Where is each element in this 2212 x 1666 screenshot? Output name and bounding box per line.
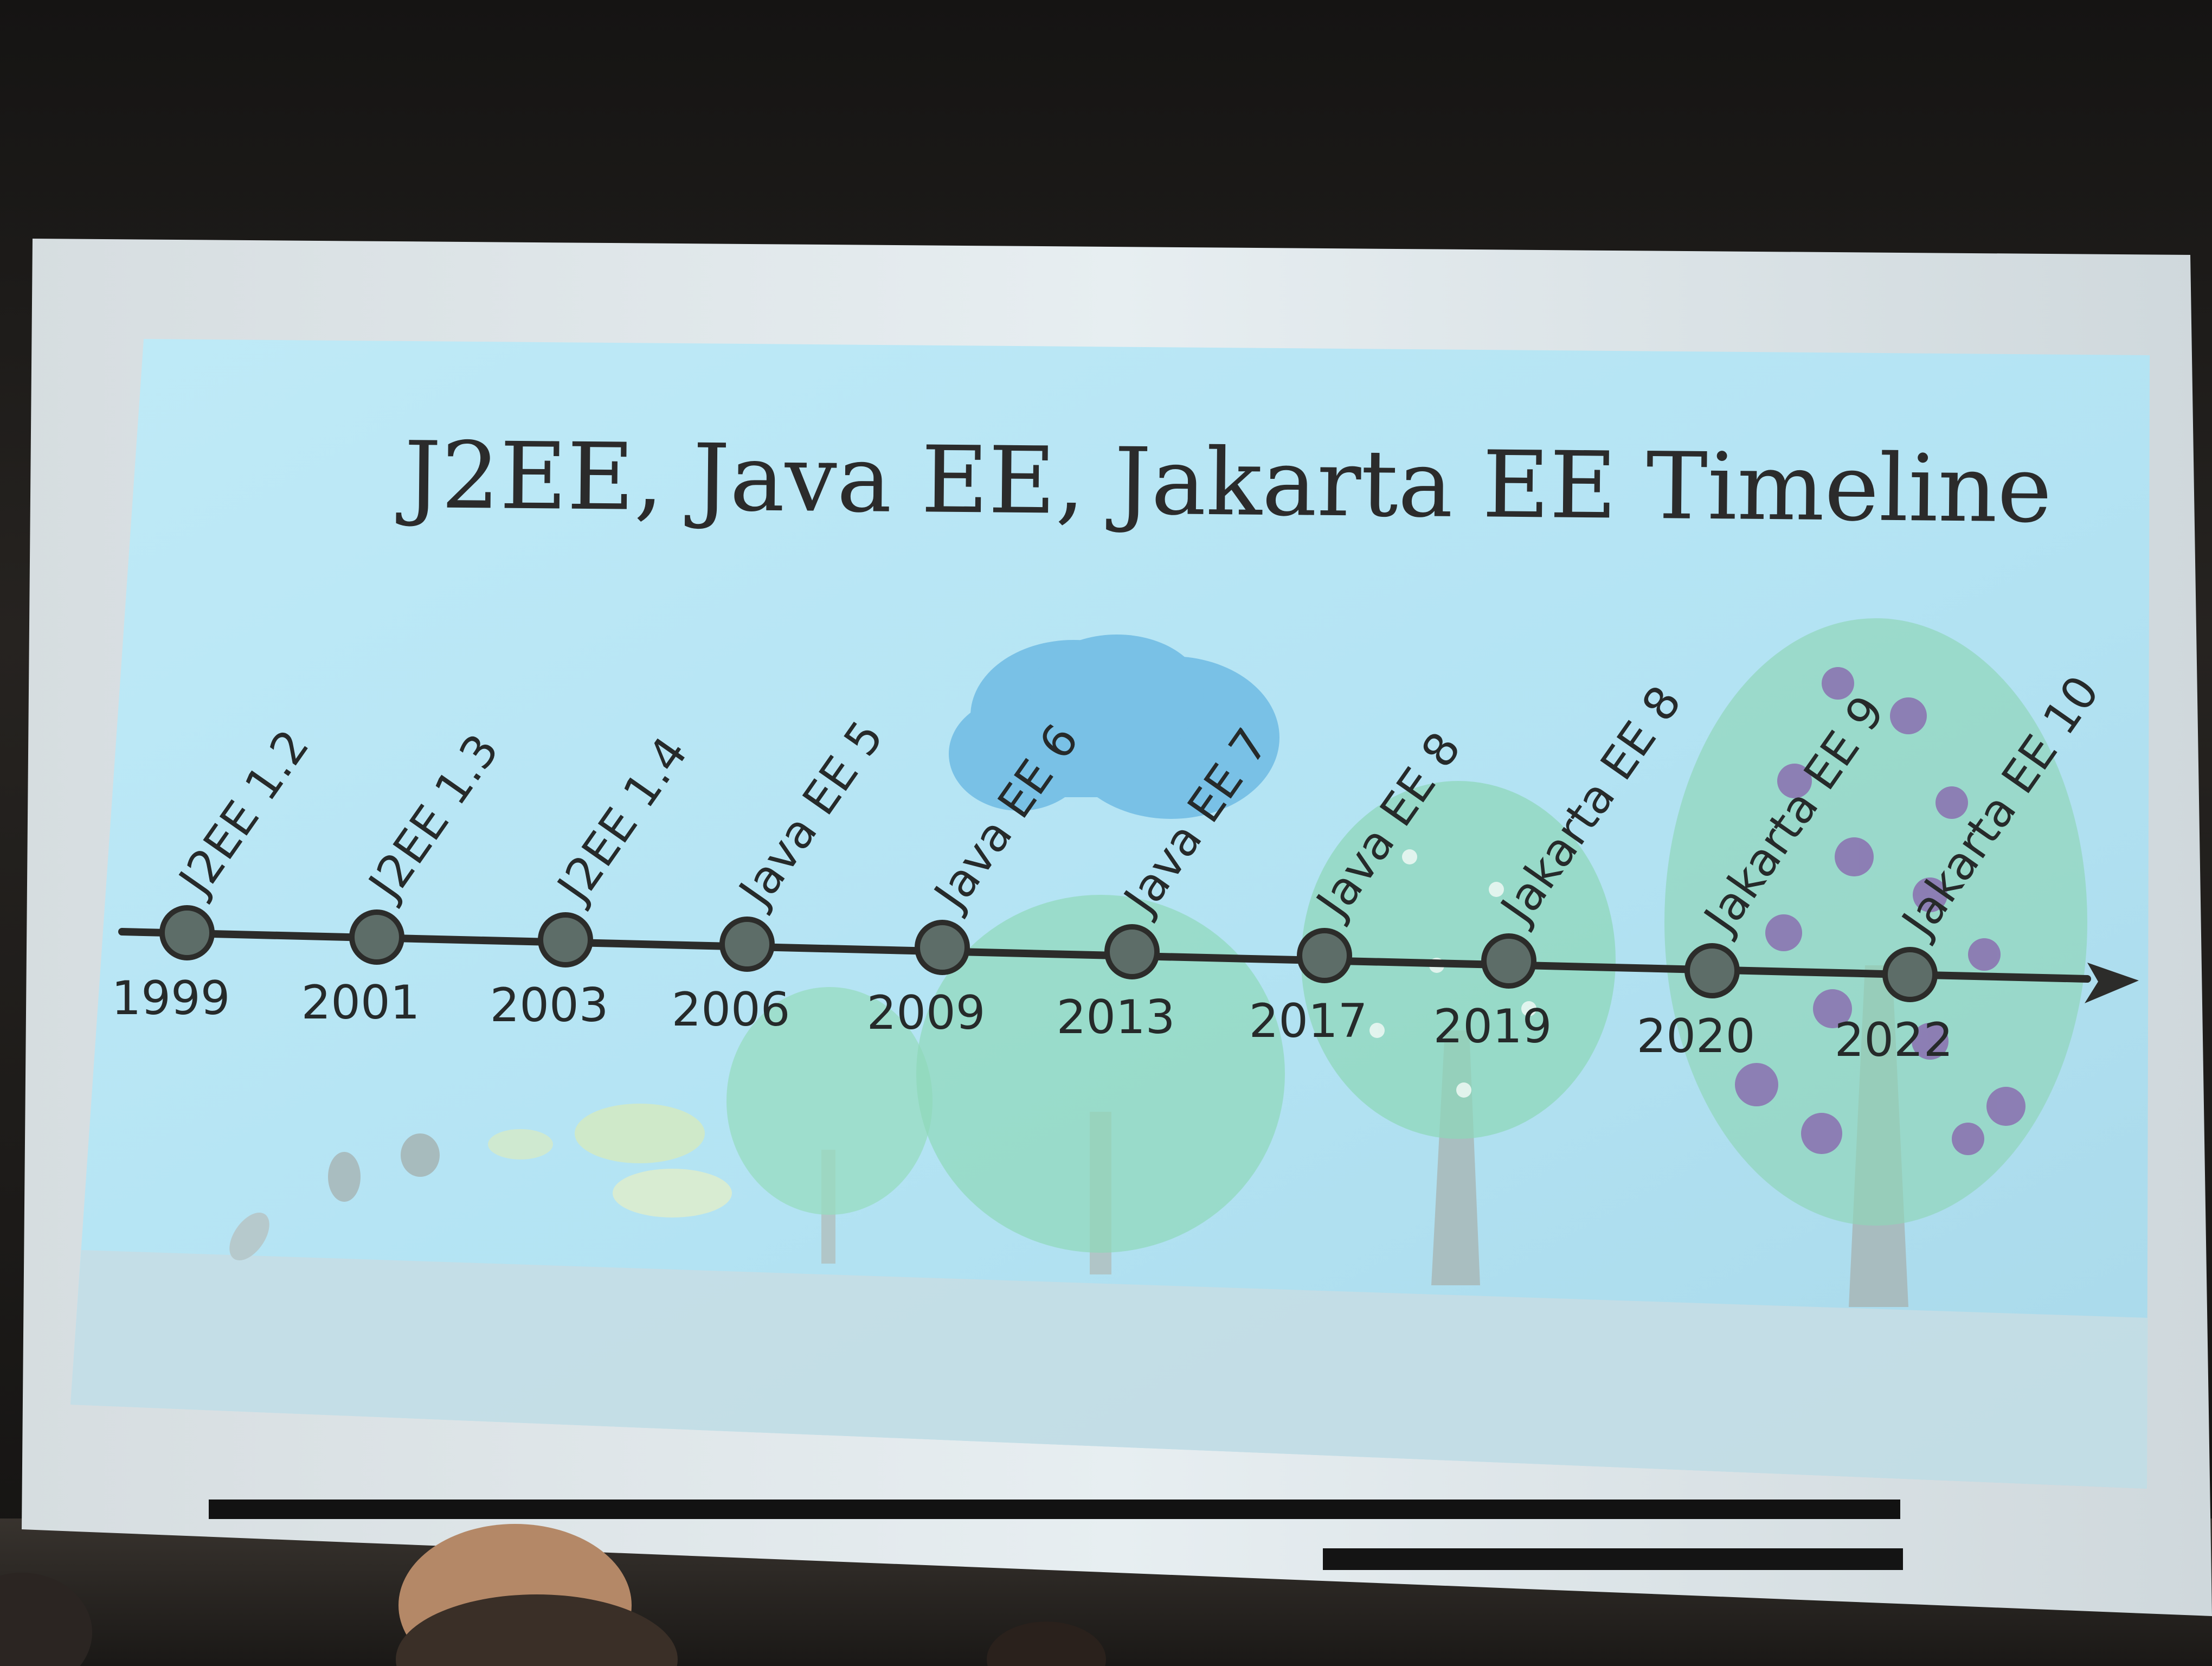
milestone-dot xyxy=(1481,933,1536,989)
milestone-dot xyxy=(349,909,404,965)
year-label: 2017 xyxy=(1249,994,1368,1048)
year-label: 2006 xyxy=(672,983,790,1037)
year-label: 2009 xyxy=(867,986,986,1040)
year-label: 2001 xyxy=(301,976,420,1030)
milestone-dot xyxy=(159,905,215,960)
audience-member xyxy=(0,1524,1106,1666)
year-label: 2013 xyxy=(1057,990,1175,1045)
year-label: 2022 xyxy=(1835,1013,1953,1067)
milestone-dot xyxy=(1297,928,1352,983)
milestone-dot xyxy=(1104,924,1160,979)
year-label: 2020 xyxy=(1637,1009,1756,1063)
timeline-arrowhead xyxy=(2085,963,2139,1003)
year-label: 2003 xyxy=(490,978,609,1033)
milestone-dot xyxy=(538,912,593,967)
cloud-illustration xyxy=(949,635,1279,819)
slide-title: J2EE, Java EE, Jakarta EE Timeline xyxy=(396,422,2053,544)
milestone-dot xyxy=(719,917,775,972)
slide-ground xyxy=(70,1250,2148,1489)
milestone-dot xyxy=(915,920,970,975)
year-label: 2019 xyxy=(1433,999,1552,1054)
stage-light-bar xyxy=(209,1500,1903,1570)
year-label: 1999 xyxy=(112,971,230,1026)
tree-illustrations xyxy=(229,618,2087,1307)
milestone-dot xyxy=(1882,947,1938,1002)
milestone-dot xyxy=(1684,943,1740,998)
